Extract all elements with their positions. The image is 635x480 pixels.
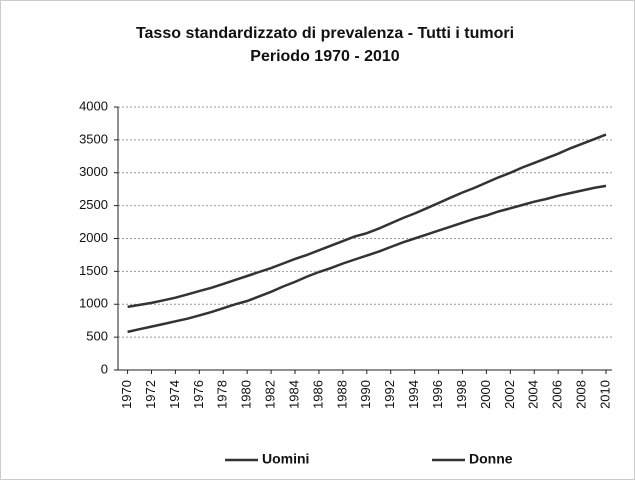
x-tick-label: 1970 xyxy=(119,380,134,409)
x-tick-label: 2010 xyxy=(597,380,612,409)
x-tick-label: 1984 xyxy=(286,380,301,409)
y-tick-label: 1500 xyxy=(79,263,108,278)
x-tick-label: 1988 xyxy=(334,380,349,409)
y-tick-label: 500 xyxy=(86,329,108,344)
series-line xyxy=(127,133,607,309)
y-tick-label: 3500 xyxy=(79,131,108,146)
x-tick-label: 2008 xyxy=(574,380,589,409)
x-tick-label: 1982 xyxy=(263,380,278,409)
chart-title: Tasso standardizzato di prevalenza - Tut… xyxy=(136,25,514,42)
x-tick-label: 1992 xyxy=(382,380,397,409)
y-tick-label: 3000 xyxy=(79,164,108,179)
y-tick-label: 4000 xyxy=(79,98,108,113)
x-tick-label: 1994 xyxy=(406,380,421,409)
x-tick-label: 2000 xyxy=(478,380,493,409)
x-tick-label: 1980 xyxy=(239,380,254,409)
x-tick-label: 2006 xyxy=(550,380,565,409)
legend-label: Donne xyxy=(469,451,513,467)
x-tick-label: 1986 xyxy=(310,380,325,409)
x-tick-label: 2004 xyxy=(526,380,541,409)
x-tick-label: 1990 xyxy=(358,380,373,409)
x-tick-label: 1998 xyxy=(454,380,469,409)
y-tick-label: 1000 xyxy=(79,296,108,311)
y-tick-label: 0 xyxy=(101,361,108,376)
x-tick-label: 2002 xyxy=(502,380,517,409)
y-tick-label: 2000 xyxy=(79,230,108,245)
x-tick-label: 1976 xyxy=(191,380,206,409)
x-tick-label: 1972 xyxy=(143,380,158,409)
series-line xyxy=(127,184,607,334)
chart-subtitle: Periodo 1970 - 2010 xyxy=(250,48,400,65)
legend-label: Uomini xyxy=(262,451,309,467)
y-tick-label: 2500 xyxy=(79,197,108,212)
x-tick-label: 1996 xyxy=(430,380,445,409)
x-tick-label: 1978 xyxy=(215,380,230,409)
x-tick-label: 1974 xyxy=(167,380,182,409)
